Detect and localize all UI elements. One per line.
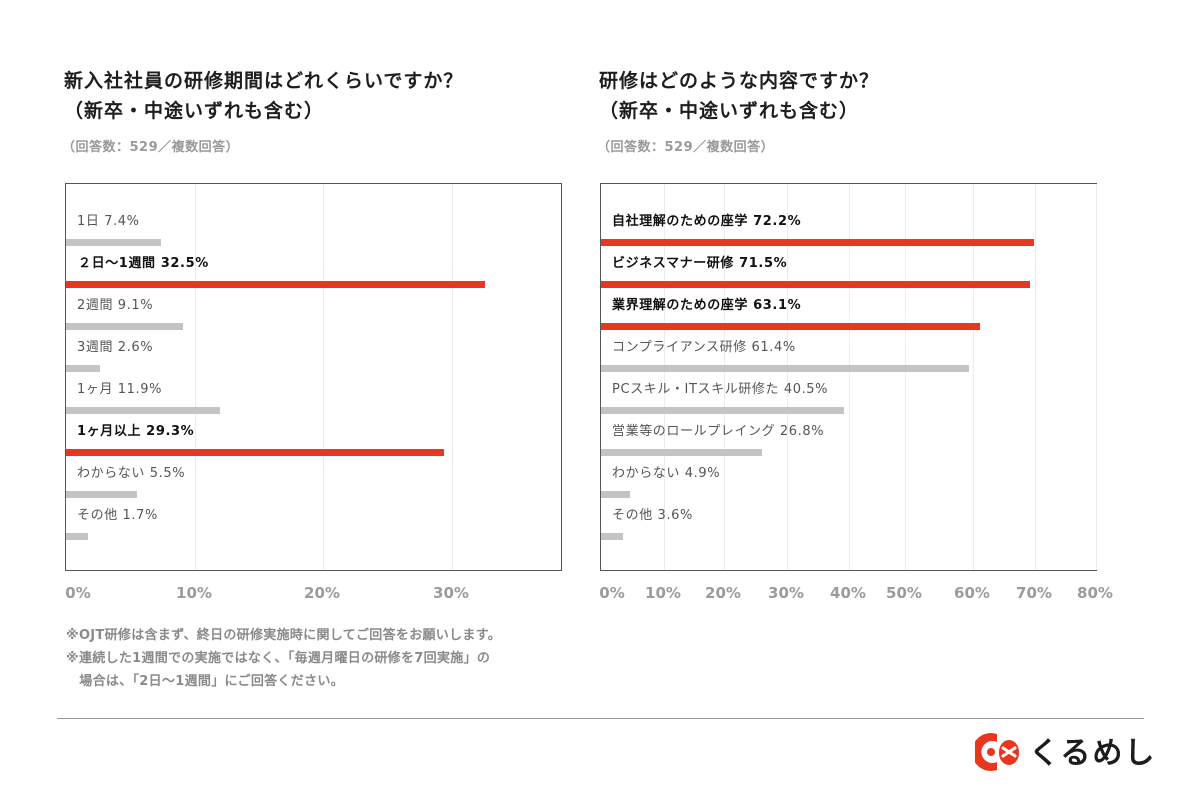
chart2-gridline bbox=[724, 184, 725, 570]
chart2-bar bbox=[601, 449, 762, 456]
chart1-bar-label: 1ヶ月 11.9% bbox=[77, 382, 163, 397]
footnote-1: ※OJT研修は含まず、終日の研修実施時に関してご回答をお願いします。 bbox=[66, 628, 501, 643]
chart1-bar bbox=[66, 239, 162, 246]
chart2-bar-label: その他 3.6% bbox=[612, 508, 693, 523]
chart2-subtitle: （回答数：529／複数回答） bbox=[597, 140, 775, 155]
chart1-tick-label: 10% bbox=[176, 584, 212, 602]
chart2-tick-label: 60% bbox=[954, 584, 990, 602]
chart2-gridline bbox=[664, 184, 665, 570]
chart1-title: 新入社社員の研修期間はどれくらいですか？ （新卒・中途いずれも含む） bbox=[64, 66, 463, 126]
chart1-bar bbox=[66, 407, 220, 414]
chart2-gridline bbox=[849, 184, 850, 570]
chart2-gridline bbox=[1035, 184, 1036, 570]
footer-divider bbox=[57, 718, 1144, 719]
chart2-title: 研修はどのような内容ですか？ （新卒・中途いずれも含む） bbox=[599, 66, 879, 126]
chart1-bar-label: 1日 7.4% bbox=[77, 214, 140, 229]
chart1-plot-area: 1日 7.4% ２日〜1週間 32.5% 2週間 9.1% 3週間 2.6% 1ヶ月 1… bbox=[65, 183, 562, 571]
chart2-title-line1: 研修はどのような内容ですか？ bbox=[599, 70, 880, 92]
chart1-bar-label: 2週間 9.1% bbox=[77, 298, 154, 313]
chart2-bar-label: 営業等のロールプレイング 26.8% bbox=[612, 424, 825, 439]
chart2-tick-label: 30% bbox=[768, 584, 804, 602]
chart2-gridline bbox=[1096, 184, 1097, 570]
chart1-subtitle: （回答数：529／複数回答） bbox=[62, 140, 240, 155]
chart1-bar bbox=[66, 449, 444, 456]
chart2-plot-area: 自社理解のための座学 72.2% ビジネスマナー研修 71.5% 業界理解のための座… bbox=[600, 183, 1097, 571]
chart1-bar bbox=[66, 533, 88, 540]
chart2-bar-label: 自社理解のための座学 72.2% bbox=[612, 214, 802, 229]
brand-logo-text: くるめし bbox=[1029, 736, 1157, 771]
chart1-tick-label: 20% bbox=[304, 584, 340, 602]
chart2-bar bbox=[601, 491, 631, 498]
chart2-bar-label: わからない 4.9% bbox=[612, 466, 721, 481]
chart2-gridline bbox=[787, 184, 788, 570]
chart2-bar bbox=[601, 239, 1035, 246]
chart2-bar-label: コンプライアンス研修 61.4% bbox=[612, 340, 796, 355]
chart1-gridline bbox=[323, 184, 324, 570]
chart2-tick-label: 0% bbox=[599, 584, 625, 602]
chart1-title-line1: 新入社社員の研修期間はどれくらいですか？ bbox=[64, 70, 464, 92]
footnote-2: ※連続した1週間での実施ではなく、「毎週月曜日の研修を7回実施」の bbox=[66, 651, 491, 666]
chart2-bar bbox=[601, 365, 970, 372]
footnote-3: 場合は、「2日〜1週間」にご回答ください。 bbox=[66, 674, 344, 689]
chart1-bar-label: 1ヶ月以上 29.3% bbox=[77, 424, 195, 439]
chart1-bar-label: その他 1.7% bbox=[77, 508, 158, 523]
chart2-bar-label: ビジネスマナー研修 71.5% bbox=[612, 256, 788, 271]
chart2-tick-label: 70% bbox=[1016, 584, 1052, 602]
chart2-tick-label: 50% bbox=[886, 584, 922, 602]
chart1-bar bbox=[66, 323, 184, 330]
kurumeshi-logo-icon bbox=[975, 733, 1019, 771]
chart1-bar-label: わからない 5.5% bbox=[77, 466, 186, 481]
chart1-tick-label: 0% bbox=[65, 584, 91, 602]
chart2-bar bbox=[601, 281, 1030, 288]
footnotes: ※OJT研修は含まず、終日の研修実施時に関してご回答をお願いします。 ※連続した… bbox=[66, 624, 501, 693]
chart1-gridline bbox=[195, 184, 196, 570]
chart1-bar bbox=[66, 365, 100, 372]
chart2-gridline bbox=[973, 184, 974, 570]
chart1-bar-label: ２日〜1週間 32.5% bbox=[78, 256, 209, 271]
chart1-gridline bbox=[452, 184, 453, 570]
chart2-title-line2: （新卒・中途いずれも含む） bbox=[599, 100, 860, 122]
chart1-tick-label: 30% bbox=[433, 584, 469, 602]
chart2-bar bbox=[601, 323, 980, 330]
chart2-gridline bbox=[905, 184, 906, 570]
chart2-bar bbox=[601, 407, 844, 414]
chart2-tick-label: 40% bbox=[830, 584, 866, 602]
chart2-tick-label: 80% bbox=[1077, 584, 1113, 602]
chart1-title-line2: （新卒・中途いずれも含む） bbox=[64, 100, 325, 122]
chart2-tick-label: 20% bbox=[705, 584, 741, 602]
chart2-tick-label: 10% bbox=[645, 584, 681, 602]
chart1-bar bbox=[66, 491, 137, 498]
chart1-bar-label: 3週間 2.6% bbox=[77, 340, 154, 355]
chart2-bar bbox=[601, 533, 623, 540]
chart2-bar-label: 業界理解のための座学 63.1% bbox=[612, 298, 802, 313]
chart2-bar-label: PCスキル・ITスキル研修た 40.5% bbox=[612, 382, 829, 397]
chart1-bar bbox=[66, 281, 486, 288]
